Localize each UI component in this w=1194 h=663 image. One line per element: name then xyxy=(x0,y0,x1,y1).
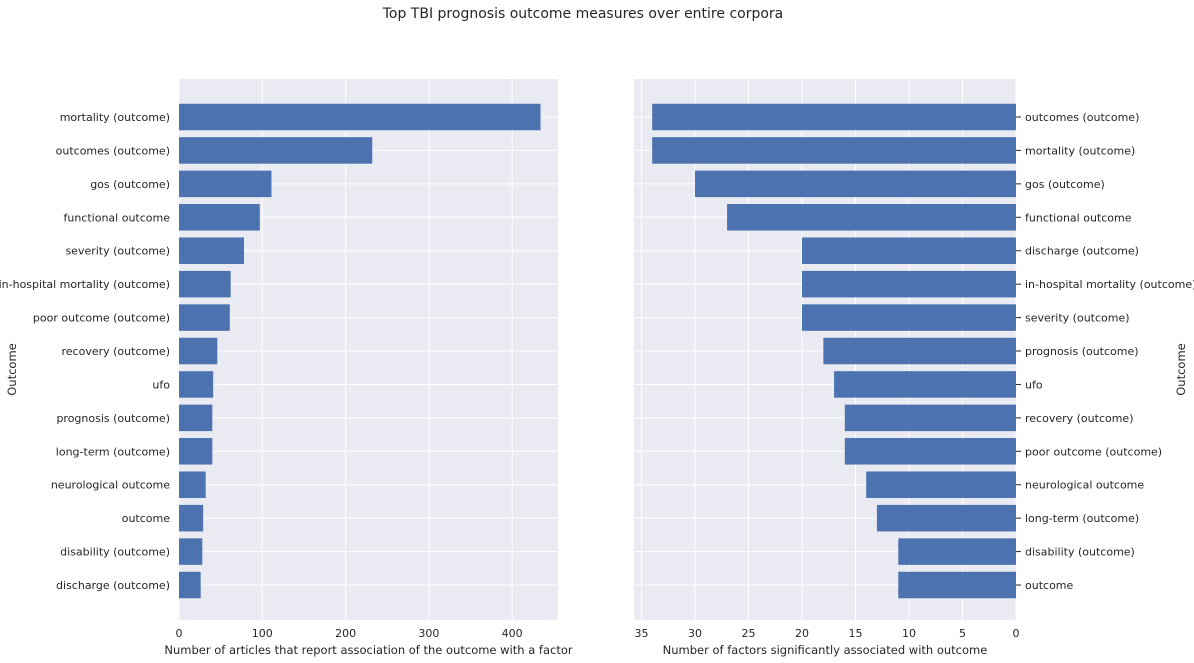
x-tick-label: 25 xyxy=(741,627,755,640)
bar xyxy=(898,538,1016,565)
y-tick-label: ufo xyxy=(1025,378,1043,391)
y-tick-label: outcomes (outcome) xyxy=(1025,111,1139,124)
y-tick-label: outcomes (outcome) xyxy=(56,144,170,157)
bar xyxy=(801,237,1016,264)
bar xyxy=(179,438,213,465)
x-tick-label: 0 xyxy=(1013,627,1020,640)
bar xyxy=(179,270,231,298)
bar xyxy=(179,504,204,532)
bar xyxy=(844,404,1016,432)
x-tick-label: 300 xyxy=(418,627,439,640)
y-tick-label: poor outcome (outcome) xyxy=(1025,445,1162,458)
x-tick-label: 35 xyxy=(634,627,648,640)
y-tick-label: disability (outcome) xyxy=(1025,546,1135,559)
bar xyxy=(179,471,206,498)
y-tick-label: in-hospital mortality (outcome) xyxy=(0,278,170,291)
bar xyxy=(179,404,213,432)
x-tick-label: 0 xyxy=(176,627,183,640)
bar xyxy=(844,438,1016,465)
x-tick-label: 400 xyxy=(502,627,523,640)
bar xyxy=(179,571,201,599)
x-tick-label: 20 xyxy=(795,627,809,640)
y-tick-label: gos (outcome) xyxy=(1025,178,1105,191)
bar xyxy=(179,103,541,131)
bar xyxy=(652,103,1016,131)
y-tick-label: recovery (outcome) xyxy=(62,345,171,358)
y-tick-label: neurological outcome xyxy=(1025,479,1144,492)
bar xyxy=(801,270,1016,298)
x-tick-label: 200 xyxy=(335,627,356,640)
bar xyxy=(834,371,1016,398)
bar xyxy=(179,304,230,331)
plot-area xyxy=(179,79,558,620)
y-tick-label: long-term (outcome) xyxy=(1025,512,1139,525)
y-axis-label: Outcome xyxy=(5,343,19,396)
bar xyxy=(694,170,1016,198)
x-tick-label: 15 xyxy=(848,627,862,640)
y-tick-label: neurological outcome xyxy=(51,479,170,492)
y-tick-label: outcome xyxy=(122,512,171,525)
y-tick-label: discharge (outcome) xyxy=(1025,245,1139,258)
right-bar-chart: outcomes (outcome) mortality (outcome) gos… xyxy=(634,79,1194,657)
x-tick-label: 10 xyxy=(902,627,916,640)
bar xyxy=(727,204,1016,231)
y-axis-label: Outcome xyxy=(1174,343,1188,396)
bar xyxy=(898,571,1016,599)
y-tick-label: recovery (outcome) xyxy=(1025,412,1134,425)
bar xyxy=(866,471,1016,498)
bar xyxy=(179,371,214,398)
y-tick-label: prognosis (outcome) xyxy=(56,412,170,425)
y-tick-label: outcome xyxy=(1025,579,1074,592)
bar xyxy=(179,337,218,365)
y-tick-label: disability (outcome) xyxy=(60,546,170,559)
y-tick-label: gos (outcome) xyxy=(90,178,170,191)
x-tick-label: 30 xyxy=(688,627,702,640)
x-tick-label: 5 xyxy=(959,627,966,640)
y-tick-label: severity (outcome) xyxy=(1025,312,1130,325)
chart-title: Top TBI prognosis outcome measures over … xyxy=(382,6,784,22)
y-tick-label: poor outcome (outcome) xyxy=(33,312,170,325)
bar xyxy=(179,170,272,198)
y-tick-label: ufo xyxy=(152,378,170,391)
bar xyxy=(179,137,373,164)
bar xyxy=(179,538,203,565)
left-bar-chart: mortality (outcome) outcomes (outcome) gos… xyxy=(0,79,573,657)
y-tick-label: discharge (outcome) xyxy=(56,579,170,592)
x-axis-label: Number of factors significantly associat… xyxy=(663,643,988,657)
y-tick-label: mortality (outcome) xyxy=(1025,144,1135,157)
bar xyxy=(179,204,260,231)
y-tick-label: mortality (outcome) xyxy=(60,111,170,124)
y-tick-label: in-hospital mortality (outcome) xyxy=(1025,278,1194,291)
x-axis-label: Number of articles that report associati… xyxy=(164,643,573,657)
bar xyxy=(652,137,1016,164)
x-tick-label: 100 xyxy=(252,627,273,640)
bar xyxy=(801,304,1016,331)
y-tick-label: long-term (outcome) xyxy=(56,445,170,458)
bar xyxy=(179,237,244,264)
y-tick-label: severity (outcome) xyxy=(65,245,170,258)
y-tick-label: prognosis (outcome) xyxy=(1025,345,1139,358)
y-tick-label: functional outcome xyxy=(63,211,170,224)
y-tick-label: functional outcome xyxy=(1025,211,1132,224)
bar xyxy=(876,504,1016,532)
bar xyxy=(823,337,1016,365)
